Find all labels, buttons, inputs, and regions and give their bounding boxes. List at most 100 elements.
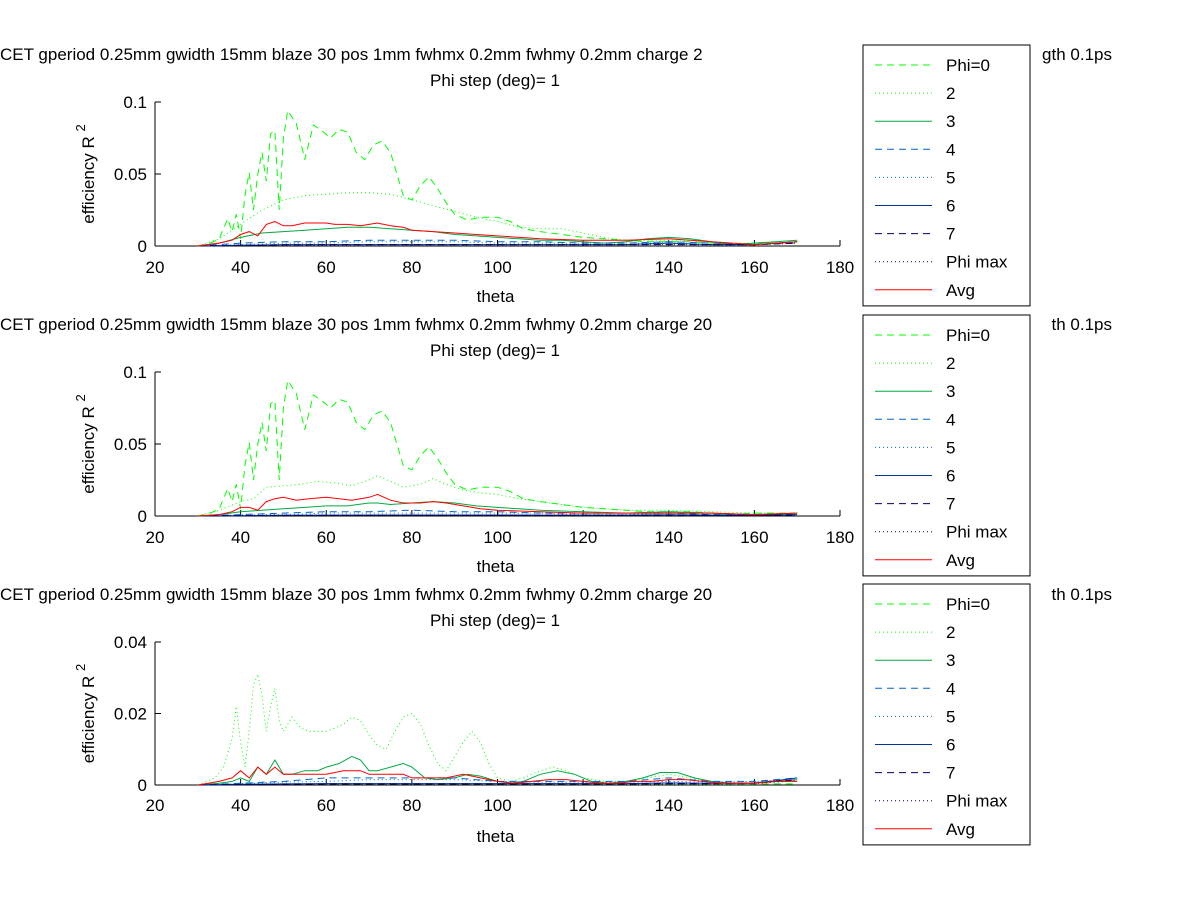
subplot-1: CET gperiod 0.25mm gwidth 15mm blaze 30 …	[0, 44, 1112, 307]
legend: Phi=0 2 3 4 5 6 7 Phi max Avg	[862, 44, 1031, 307]
y-tick-label: 0.05	[114, 165, 147, 184]
legend-label: Phi max	[946, 523, 1008, 542]
x-tick-label: 80	[402, 796, 421, 815]
series-line-2	[197, 672, 798, 786]
y-axis-label: efficiency R 2	[73, 124, 98, 224]
series-line-2	[197, 192, 798, 247]
subplot-2: CET gperiod 0.25mm gwidth 15mm blaze 30 …	[0, 314, 1113, 577]
x-tick-label: 60	[317, 528, 336, 547]
x-tick-label: 20	[146, 796, 165, 815]
legend-label: 7	[946, 495, 955, 514]
series-line-9	[197, 493, 798, 517]
x-tick-label: 40	[231, 796, 250, 815]
legend-label: 6	[946, 197, 955, 216]
series-line-9	[197, 220, 798, 247]
legend-label: 4	[946, 679, 955, 698]
x-tick-label: 140	[655, 528, 683, 547]
legend-label: 4	[946, 410, 955, 429]
legend-label: 4	[946, 140, 955, 159]
title-line1-tail: th 0.1ps	[1052, 315, 1113, 334]
legend-label: Avg	[946, 820, 975, 839]
x-tick-label: 20	[146, 528, 165, 547]
legend: Phi=0 2 3 4 5 6 7 Phi max Avg	[862, 314, 1031, 577]
x-tick-label: 60	[317, 796, 336, 815]
x-axis-label: theta	[477, 557, 515, 576]
legend-label: 2	[946, 354, 955, 373]
x-axis-label: theta	[477, 287, 515, 306]
x-axis-label: theta	[477, 827, 515, 846]
x-tick-label: 120	[569, 258, 597, 277]
legend: Phi=0 2 3 4 5 6 7 Phi max Avg	[862, 583, 1031, 846]
y-tick-label: 0	[138, 507, 147, 526]
legend-label: 7	[946, 764, 955, 783]
title-line1-tail: th 0.1ps	[1052, 585, 1113, 604]
legend-label: 7	[946, 225, 955, 244]
legend-label: Phi=0	[946, 56, 990, 75]
legend-label: 3	[946, 651, 955, 670]
series-line-7	[197, 242, 798, 247]
legend-label: Phi max	[946, 792, 1008, 811]
series-line-3	[197, 226, 798, 247]
legend-label: Phi=0	[946, 326, 990, 345]
series-line-1	[197, 109, 798, 247]
legend-box	[862, 583, 1031, 846]
series-line-4	[197, 239, 798, 247]
x-tick-label: 40	[231, 258, 250, 277]
x-tick-label: 160	[740, 258, 768, 277]
x-tick-label: 40	[231, 528, 250, 547]
title-line1: CET gperiod 0.25mm gwidth 15mm blaze 30 …	[0, 585, 712, 604]
series-line-2	[197, 475, 798, 517]
x-tick-label: 80	[402, 258, 421, 277]
legend-box	[862, 314, 1031, 577]
x-tick-label: 100	[483, 258, 511, 277]
y-tick-label: 0.02	[114, 705, 147, 724]
x-tick-label: 120	[569, 528, 597, 547]
x-tick-label: 160	[740, 796, 768, 815]
legend-label: 2	[946, 84, 955, 103]
x-tick-label: 160	[740, 528, 768, 547]
series-line-3	[197, 755, 798, 786]
x-tick-label: 80	[402, 528, 421, 547]
title-line1-tail: gth 0.1ps	[1042, 45, 1112, 64]
x-tick-label: 20	[146, 258, 165, 277]
y-tick-label: 0.05	[114, 435, 147, 454]
subplot-3: CET gperiod 0.25mm gwidth 15mm blaze 30 …	[0, 583, 1113, 846]
y-tick-label: 0	[138, 237, 147, 256]
legend-label: 6	[946, 736, 955, 755]
legend-label: Phi=0	[946, 595, 990, 614]
y-tick-label: 0.1	[123, 363, 147, 382]
x-tick-label: 100	[483, 796, 511, 815]
y-tick-label: 0.1	[123, 93, 147, 112]
legend-label: 3	[946, 382, 955, 401]
legend-label: Phi max	[946, 253, 1008, 272]
legend-label: 6	[946, 467, 955, 486]
legend-box	[862, 44, 1031, 307]
x-tick-label: 100	[483, 528, 511, 547]
title-line2: Phi step (deg)= 1	[430, 611, 560, 630]
series-line-7	[197, 514, 798, 517]
legend-label: 2	[946, 623, 955, 642]
title-line1: CET gperiod 0.25mm gwidth 15mm blaze 30 …	[0, 315, 712, 334]
legend-label: Avg	[946, 281, 975, 300]
series-line-1	[197, 379, 798, 517]
legend-label: 3	[946, 112, 955, 131]
series-line-9	[197, 766, 798, 786]
title-line2: Phi step (deg)= 1	[430, 71, 560, 90]
x-tick-label: 180	[826, 796, 854, 815]
x-tick-label: 120	[569, 796, 597, 815]
y-axis-label: efficiency R 2	[73, 394, 98, 494]
x-tick-label: 180	[826, 258, 854, 277]
title-line2: Phi step (deg)= 1	[430, 341, 560, 360]
x-tick-label: 140	[655, 796, 683, 815]
legend-label: Avg	[946, 551, 975, 570]
x-tick-label: 180	[826, 528, 854, 547]
y-tick-label: 0.04	[114, 633, 147, 652]
legend-label: 5	[946, 707, 955, 726]
legend-label: 5	[946, 438, 955, 457]
x-tick-label: 140	[655, 258, 683, 277]
y-axis-label: efficiency R 2	[73, 664, 98, 764]
x-tick-label: 60	[317, 258, 336, 277]
y-tick-label: 0	[138, 776, 147, 795]
series-line-4	[197, 509, 798, 517]
